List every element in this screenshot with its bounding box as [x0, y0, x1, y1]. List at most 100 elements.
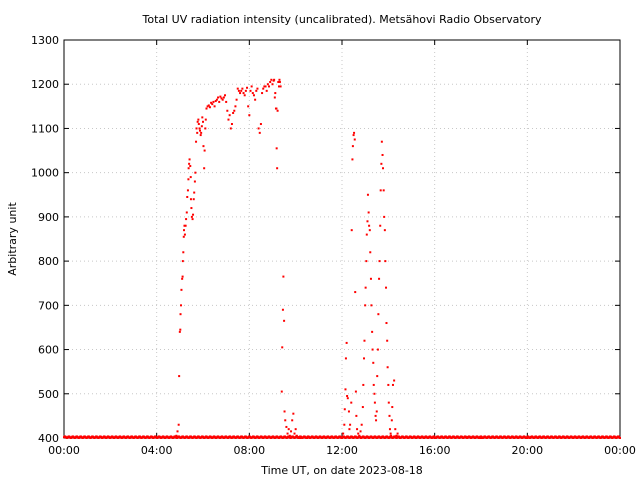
data-point: [389, 432, 392, 435]
data-point: [269, 81, 272, 84]
data-point: [369, 251, 372, 254]
data-point: [243, 94, 246, 97]
data-point: [379, 224, 382, 227]
data-point: [221, 98, 224, 101]
data-points: [175, 78, 621, 439]
data-point: [254, 98, 257, 101]
y-tick-label: 1300: [31, 34, 59, 47]
data-point: [192, 213, 195, 216]
data-point: [182, 251, 185, 254]
data-point: [382, 189, 385, 192]
data-point: [368, 229, 371, 232]
data-point: [287, 428, 290, 431]
data-point: [386, 339, 389, 342]
data-point: [401, 436, 404, 439]
data-point: [397, 436, 400, 439]
data-point: [283, 319, 286, 322]
data-point: [234, 105, 237, 108]
data-point: [284, 419, 287, 422]
data-point: [266, 83, 269, 86]
data-point: [373, 392, 376, 395]
data-point: [202, 120, 204, 123]
data-point: [387, 383, 390, 386]
axis-ticks: 00:00 04:00 08:00 12:00 16:00 20:00 00:0040050…: [31, 34, 636, 457]
data-point: [230, 123, 233, 126]
data-point: [242, 92, 245, 95]
data-point: [195, 140, 198, 143]
x-tick-label: 12:00: [326, 444, 358, 457]
data-point: [291, 419, 294, 422]
data-point: [196, 120, 199, 123]
data-point: [433, 437, 436, 439]
data-point: [372, 361, 375, 364]
data-point: [277, 85, 280, 88]
data-point: [218, 100, 221, 103]
data-point: [188, 162, 191, 165]
data-point: [363, 339, 366, 342]
data-point: [194, 171, 197, 174]
data-point: [364, 304, 367, 307]
data-point: [299, 437, 302, 439]
data-point: [183, 229, 186, 232]
data-point: [350, 401, 353, 404]
data-point: [204, 118, 207, 121]
data-point: [572, 436, 575, 439]
data-point: [371, 348, 374, 351]
data-point: [379, 189, 382, 192]
data-point: [387, 401, 390, 404]
data-point: [378, 277, 381, 280]
data-point: [217, 96, 220, 99]
data-point: [220, 97, 223, 100]
data-point: [179, 304, 182, 307]
data-point: [273, 78, 276, 81]
data-point: [393, 379, 396, 382]
data-point: [290, 430, 293, 433]
data-point: [187, 167, 190, 170]
data-point: [351, 158, 354, 161]
data-point: [244, 89, 247, 92]
y-axis-label: Arbitrary unit: [6, 202, 19, 276]
data-point: [256, 87, 259, 90]
data-point: [376, 375, 379, 378]
data-point: [186, 189, 189, 192]
data-point: [226, 109, 229, 112]
y-tick-label: 600: [38, 344, 59, 357]
data-point: [201, 116, 204, 119]
data-point: [192, 198, 195, 201]
data-point: [202, 145, 205, 148]
data-point: [385, 286, 388, 289]
data-point: [189, 176, 192, 179]
data-point: [199, 134, 202, 137]
data-point: [239, 92, 242, 95]
data-point: [390, 419, 393, 422]
data-point: [466, 436, 469, 439]
data-point: [274, 92, 277, 95]
data-point: [176, 430, 179, 433]
data-point: [249, 89, 252, 92]
data-point: [190, 215, 193, 218]
data-point: [262, 87, 265, 90]
data-point: [360, 423, 363, 426]
data-point: [374, 414, 377, 417]
data-point: [364, 286, 367, 289]
data-point: [211, 103, 214, 106]
data-point: [347, 410, 350, 413]
data-point: [375, 419, 378, 422]
data-point: [281, 346, 284, 349]
data-point: [368, 224, 371, 227]
data-point: [225, 100, 228, 103]
data-point: [186, 195, 189, 198]
data-point: [366, 193, 369, 196]
data-point: [213, 105, 216, 108]
data-point: [198, 129, 201, 132]
data-point: [351, 145, 354, 148]
data-point: [212, 100, 215, 103]
data-point: [343, 408, 346, 411]
data-point: [395, 434, 398, 437]
data-point: [372, 383, 375, 386]
data-point: [182, 235, 185, 238]
data-point: [526, 437, 529, 439]
data-point: [346, 397, 349, 400]
data-point: [288, 434, 291, 437]
